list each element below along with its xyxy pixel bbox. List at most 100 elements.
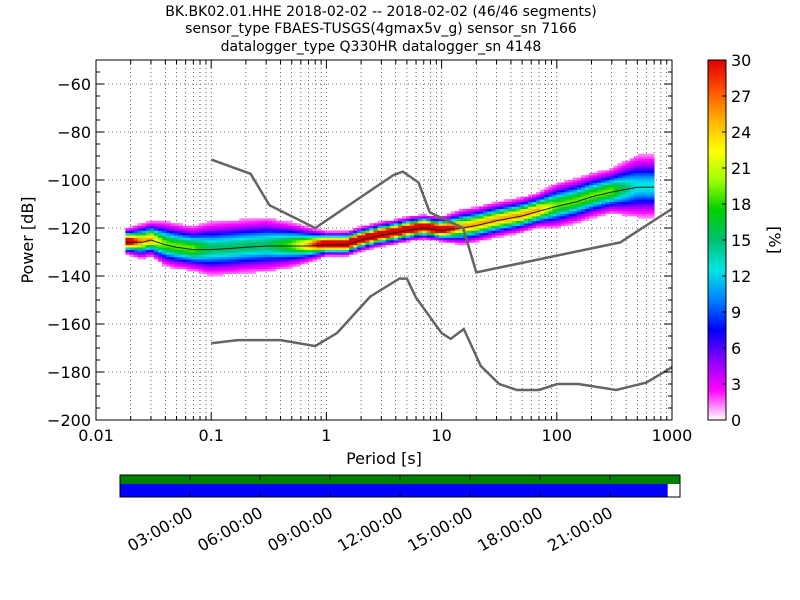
heatmap-cell — [279, 220, 285, 224]
timeline-tick-label: 03:00:00 — [124, 503, 196, 555]
heatmap-cell — [479, 213, 484, 217]
heatmap-cell — [239, 235, 244, 238]
heatmap-cell — [564, 213, 570, 217]
heatmap-cell — [312, 244, 317, 248]
heatmap-cell — [589, 216, 594, 219]
nlnm-curve — [211, 277, 672, 392]
heatmap-cell — [625, 194, 631, 198]
heatmap-cell — [475, 240, 480, 243]
heatmap-cell — [235, 247, 240, 250]
heatmap-cell — [141, 252, 147, 255]
heatmap-cell — [393, 242, 399, 246]
heatmap-cell — [495, 218, 500, 222]
heatmap-cell — [564, 223, 570, 226]
heatmap-cell — [357, 228, 362, 231]
heatmap-cell — [475, 216, 480, 219]
heatmap-cell — [544, 199, 549, 202]
heatmap-cell — [389, 228, 395, 231]
heatmap-cell — [336, 242, 342, 246]
heatmap-cell — [275, 225, 281, 229]
heatmap-cell — [377, 225, 383, 229]
heatmap-cell — [133, 249, 139, 253]
heatmap-cell — [194, 266, 200, 270]
heatmap-cell — [556, 220, 562, 224]
heatmap-cell — [308, 256, 313, 260]
heatmap-cell — [243, 252, 248, 255]
heatmap-cell — [633, 204, 639, 207]
heatmap-cell — [377, 228, 383, 231]
heatmap-cell — [239, 232, 244, 236]
heatmap-cell — [153, 249, 159, 253]
heatmap-cell — [401, 225, 407, 229]
heatmap-cell — [271, 228, 277, 231]
heatmap-cell — [288, 230, 293, 234]
heatmap-cell — [406, 237, 411, 241]
heatmap-cell — [564, 194, 570, 198]
heatmap-cell — [300, 232, 305, 236]
heatmap-cell — [552, 208, 557, 212]
heatmap-cell — [593, 206, 598, 210]
heatmap-cell — [194, 232, 200, 236]
heatmap-cell — [637, 206, 643, 210]
heatmap-cell — [328, 235, 334, 238]
heatmap-cell — [576, 211, 582, 214]
heatmap-cell — [641, 208, 647, 212]
heatmap-cell — [532, 220, 537, 224]
heatmap-cell — [235, 240, 240, 243]
heatmap-cell — [609, 194, 614, 198]
heatmap-cell — [312, 230, 317, 234]
heatmap-cell — [426, 220, 431, 224]
heatmap-cell — [149, 240, 155, 243]
heatmap-cell — [629, 204, 635, 207]
heatmap-cell — [149, 230, 155, 234]
heatmap-cell — [609, 182, 614, 186]
heatmap-cell — [170, 247, 175, 250]
heatmap-cell — [194, 247, 200, 250]
heatmap-cell — [609, 199, 614, 202]
heatmap-cell — [340, 249, 346, 253]
heatmap-cell — [637, 201, 643, 205]
heatmap-cell — [198, 228, 204, 231]
heatmap-cell — [271, 242, 277, 246]
heatmap-cell — [251, 223, 256, 226]
heatmap-cell — [340, 237, 346, 241]
heatmap-cell — [149, 254, 155, 258]
heatmap-cell — [251, 230, 256, 234]
heatmap-cell — [426, 230, 431, 234]
heatmap-cell — [511, 230, 517, 234]
heatmap-cell — [259, 220, 265, 224]
heatmap-cell — [218, 273, 224, 277]
heatmap-cell — [316, 232, 322, 236]
heatmap-cell — [458, 240, 464, 243]
heatmap-cell — [585, 184, 590, 188]
heatmap-cell — [267, 254, 273, 258]
heatmap-cell — [458, 220, 464, 224]
heatmap-cell — [251, 264, 256, 267]
heatmap-cell — [462, 242, 468, 246]
heatmap-cell — [178, 235, 183, 238]
heatmap-cell — [552, 225, 557, 229]
heatmap-cell — [251, 249, 256, 253]
heatmap-cell — [641, 182, 647, 186]
heatmap-cell — [231, 252, 236, 255]
heatmap-cell — [133, 254, 139, 258]
heatmap-cell — [170, 252, 175, 255]
heatmap-cell — [166, 256, 171, 260]
heatmap-cell — [483, 218, 488, 222]
heatmap-cell — [446, 230, 452, 234]
heatmap-cell — [296, 264, 301, 267]
heatmap-cell — [385, 223, 391, 226]
heatmap-cell — [267, 220, 273, 224]
heatmap-cell — [255, 254, 261, 258]
heatmap-cell — [214, 242, 220, 246]
heatmap-cell — [231, 271, 236, 274]
heatmap-cell — [340, 247, 346, 250]
heatmap-cell — [296, 261, 301, 265]
heatmap-cell — [560, 201, 566, 205]
heatmap-cell — [296, 247, 301, 250]
heatmap-cell — [576, 184, 582, 188]
heatmap-cell — [316, 244, 322, 248]
heatmap-cell — [572, 189, 578, 193]
colorbar-tick-label: 9 — [731, 303, 741, 322]
heatmap-cell — [162, 247, 167, 250]
